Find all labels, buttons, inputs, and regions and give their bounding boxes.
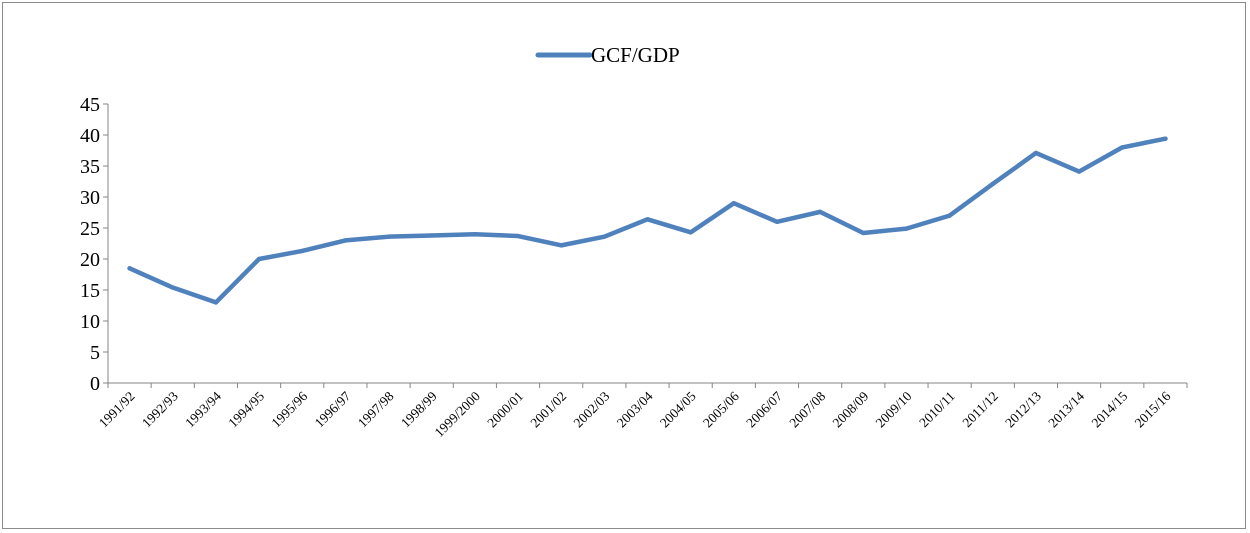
data-point <box>213 300 219 305</box>
x-tick-label: 2004/05 <box>657 388 699 430</box>
chart-legend: GCF/GDP <box>535 43 680 67</box>
data-point <box>170 285 175 290</box>
x-tick-label: 1991/92 <box>96 389 138 431</box>
data-point <box>558 243 564 248</box>
x-tick-label: 1993/94 <box>182 388 224 430</box>
data-point <box>1076 169 1082 174</box>
data-point <box>947 213 952 218</box>
x-tick-label: 1999/2000 <box>432 388 484 440</box>
data-point <box>127 266 132 271</box>
data-point <box>386 234 391 239</box>
x-tick-label: 2008/09 <box>830 388 872 430</box>
data-point <box>343 238 348 243</box>
y-tick-label: 35 <box>80 156 100 178</box>
x-tick-label: 2009/10 <box>873 388 915 430</box>
data-point <box>1033 150 1039 156</box>
y-tick-label: 20 <box>80 249 100 271</box>
x-tick-label: 1994/95 <box>225 388 267 430</box>
x-tick-label: 2012/13 <box>1002 388 1044 430</box>
y-tick-label: 45 <box>80 94 100 116</box>
data-point <box>688 230 693 235</box>
x-tick-label: 2015/16 <box>1132 388 1174 430</box>
x-tick-label: 2006/07 <box>743 388 785 430</box>
data-point <box>472 232 478 237</box>
x-tick-label: 2001/02 <box>527 389 569 431</box>
legend-label-gcf-gdp: GCF/GDP <box>591 43 680 67</box>
data-point <box>1163 136 1168 141</box>
data-point <box>731 201 737 206</box>
data-point <box>256 256 262 262</box>
data-point <box>774 219 780 224</box>
x-tick-label: 2014/15 <box>1088 388 1130 430</box>
data-point <box>429 233 434 238</box>
data-point <box>602 234 607 239</box>
data-point <box>861 230 866 236</box>
y-tick-label: 40 <box>80 125 100 147</box>
y-tick-label: 0 <box>90 373 100 395</box>
y-tick-label: 25 <box>80 218 100 240</box>
y-tick-label: 15 <box>80 280 100 302</box>
data-point <box>817 209 823 215</box>
data-point <box>515 233 521 239</box>
x-tick-label: 1996/97 <box>312 388 354 430</box>
x-tick-label: 2010/11 <box>916 389 958 431</box>
x-tick-label: 2000/01 <box>484 389 526 431</box>
y-tick-label: 5 <box>90 342 100 364</box>
x-tick-label: 1995/96 <box>268 388 310 430</box>
plot-area <box>127 136 1168 305</box>
x-tick-label: 2013/14 <box>1045 388 1087 430</box>
data-point <box>300 248 305 254</box>
data-point <box>1120 145 1125 150</box>
x-tick-label: 1998/99 <box>398 388 440 430</box>
x-tick-label: 1992/93 <box>139 388 181 430</box>
data-point <box>990 181 995 187</box>
y-tick-label: 30 <box>80 187 100 209</box>
x-tick-label: 1997/98 <box>355 388 397 430</box>
data-point <box>645 217 650 222</box>
x-tick-label: 2007/08 <box>786 388 828 430</box>
x-tick-label: 2011/12 <box>959 389 1001 431</box>
x-tick-label: 2005/06 <box>700 388 742 430</box>
y-tick-label: 10 <box>80 311 100 333</box>
x-tick-label: 2002/03 <box>571 388 613 430</box>
data-point <box>904 226 909 231</box>
x-tick-label: 2003/04 <box>614 388 656 430</box>
